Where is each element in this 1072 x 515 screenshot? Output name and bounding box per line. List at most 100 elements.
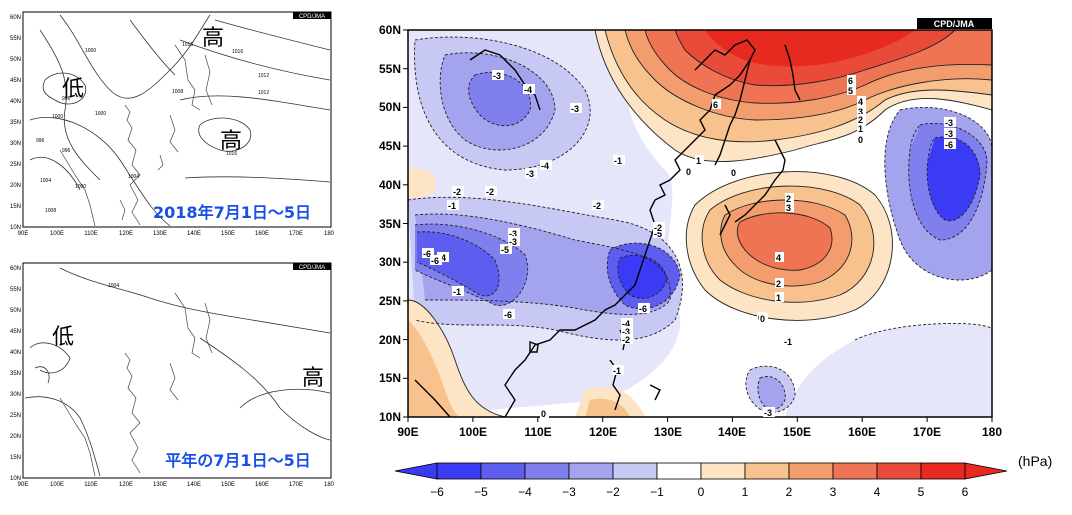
- contour-label: 0: [760, 314, 765, 324]
- svg-text:30N: 30N: [10, 141, 21, 147]
- contour-label: 1004: [40, 178, 51, 184]
- low-pressure-label: 低: [52, 325, 74, 350]
- svg-text:170E: 170E: [289, 482, 303, 488]
- svg-text:110E: 110E: [84, 231, 98, 237]
- svg-text:60N: 60N: [10, 15, 21, 21]
- credit-label: CPD/JMA: [299, 265, 325, 271]
- svg-text:120E: 120E: [119, 231, 133, 237]
- svg-text:170E: 170E: [289, 231, 303, 237]
- colorbar-tick: 2: [786, 485, 793, 499]
- svg-text:25N: 25N: [379, 294, 401, 308]
- map-top-panel: CPD/JMA 1016 1016 1012 10: [0, 0, 340, 250]
- svg-text:140E: 140E: [718, 425, 746, 439]
- unit-label: (hPa): [1018, 453, 1052, 469]
- svg-text:55N: 55N: [379, 62, 401, 76]
- svg-text:150E: 150E: [221, 482, 235, 488]
- svg-text:100E: 100E: [459, 425, 487, 439]
- svg-text:90E: 90E: [18, 482, 29, 488]
- svg-text:130E: 130E: [153, 231, 167, 237]
- svg-text:180: 180: [324, 231, 335, 237]
- svg-text:45N: 45N: [379, 139, 401, 153]
- contour-label: -3: [622, 327, 630, 337]
- contour-label: 1004: [108, 283, 119, 289]
- svg-text:180: 180: [982, 425, 1002, 439]
- contour-label: 996: [62, 96, 71, 102]
- colorbar-tick: −6: [430, 485, 444, 499]
- contour-label: 996: [62, 148, 71, 154]
- contour-label: 1008: [172, 89, 183, 95]
- svg-text:35N: 35N: [379, 217, 401, 231]
- svg-text:60N: 60N: [10, 266, 21, 272]
- svg-text:60N: 60N: [379, 23, 401, 37]
- contour-label: 1000: [52, 114, 63, 120]
- contour-label: -5: [654, 229, 662, 239]
- svg-text:20N: 20N: [379, 333, 401, 347]
- svg-text:110E: 110E: [84, 482, 98, 488]
- svg-text:25N: 25N: [10, 413, 21, 419]
- contour-label: 1008: [45, 208, 56, 214]
- svg-text:20N: 20N: [10, 434, 21, 440]
- contour-label: -3: [764, 408, 772, 418]
- contour-label: 1000: [95, 111, 106, 117]
- contour-label: 1000: [85, 48, 96, 54]
- contour-label: 1004: [128, 174, 139, 180]
- svg-text:130E: 130E: [654, 425, 682, 439]
- map-caption: 2018年7月1日～5日: [153, 203, 311, 222]
- svg-text:170E: 170E: [913, 425, 941, 439]
- contour-label: -1: [448, 201, 456, 211]
- contour-label: -6: [945, 140, 953, 150]
- contour-label: 1016: [182, 42, 193, 48]
- colorbar: [394, 462, 1008, 480]
- svg-text:150E: 150E: [221, 231, 235, 237]
- svg-text:90E: 90E: [397, 425, 418, 439]
- contour-label: -2: [486, 187, 494, 197]
- contour-label: 6: [713, 100, 718, 110]
- contour-label: -2: [593, 201, 601, 211]
- contour-label: -3: [945, 129, 953, 139]
- contour-label: 1: [776, 293, 781, 303]
- contour-label: 996: [36, 138, 45, 144]
- svg-text:100E: 100E: [50, 231, 64, 237]
- contour-label: 0: [858, 135, 863, 145]
- svg-text:100E: 100E: [50, 482, 64, 488]
- svg-text:30N: 30N: [379, 255, 401, 269]
- contour-label: 1012: [258, 90, 269, 96]
- contour-label: -6: [639, 304, 647, 314]
- contour-label: -1: [784, 337, 792, 347]
- svg-text:160E: 160E: [848, 425, 876, 439]
- contour-label: -3: [526, 169, 534, 179]
- svg-text:90E: 90E: [18, 231, 29, 237]
- contour-label: -1: [613, 366, 621, 376]
- contour-label: 1000: [75, 184, 86, 190]
- contour-label: 1016: [226, 151, 237, 157]
- contour-label: -5: [501, 245, 509, 255]
- low-pressure-label: 低: [62, 77, 84, 102]
- contour-label: 0: [731, 168, 736, 178]
- high-pressure-label: 高: [302, 366, 324, 391]
- svg-text:10N: 10N: [379, 410, 401, 424]
- contour-label: -3: [945, 118, 953, 128]
- svg-text:30N: 30N: [10, 392, 21, 398]
- svg-text:15N: 15N: [10, 204, 21, 210]
- svg-text:25N: 25N: [10, 162, 21, 168]
- svg-text:10N: 10N: [10, 476, 21, 482]
- svg-text:150E: 150E: [783, 425, 811, 439]
- contour-label: -4: [541, 161, 549, 171]
- svg-text:160E: 160E: [255, 482, 269, 488]
- svg-text:140E: 140E: [187, 482, 201, 488]
- contour-label: 3: [786, 203, 791, 213]
- svg-text:50N: 50N: [10, 308, 21, 314]
- contour-label: 5: [848, 86, 853, 96]
- svg-text:55N: 55N: [10, 287, 21, 293]
- colorbar-tick: 4: [874, 485, 881, 499]
- svg-text:130E: 130E: [153, 482, 167, 488]
- svg-text:55N: 55N: [10, 36, 21, 42]
- svg-text:50N: 50N: [379, 100, 401, 114]
- contour-label: 4: [776, 253, 781, 263]
- contour-label: 0: [541, 409, 546, 419]
- contour-label: 3: [858, 107, 863, 117]
- map-caption: 平年の7月1日～5日: [165, 451, 310, 470]
- svg-text:50N: 50N: [10, 57, 21, 63]
- contour-label: 1: [696, 156, 701, 166]
- svg-text:120E: 120E: [589, 425, 617, 439]
